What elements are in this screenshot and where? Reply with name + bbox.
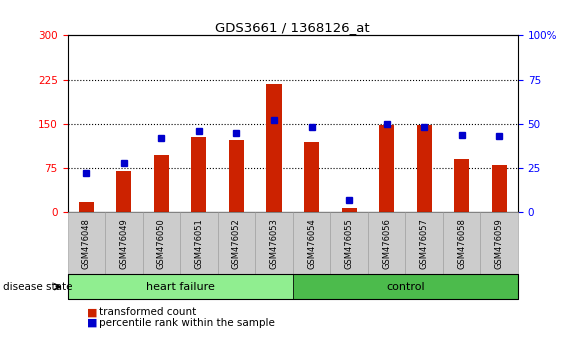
Text: GSM476048: GSM476048: [82, 218, 91, 269]
Text: GSM476054: GSM476054: [307, 218, 316, 269]
Bar: [117, 171, 131, 212]
Text: GSM476053: GSM476053: [270, 218, 279, 269]
Title: GDS3661 / 1368126_at: GDS3661 / 1368126_at: [216, 21, 370, 34]
Text: GSM476056: GSM476056: [382, 218, 391, 269]
Text: GSM476050: GSM476050: [157, 218, 166, 269]
Text: GSM476049: GSM476049: [119, 218, 128, 269]
Bar: [454, 159, 469, 212]
Bar: [79, 202, 94, 212]
Bar: [417, 125, 432, 212]
Text: control: control: [386, 282, 425, 292]
Text: GSM476059: GSM476059: [495, 218, 504, 269]
Bar: [191, 137, 207, 212]
Text: percentile rank within the sample: percentile rank within the sample: [99, 318, 274, 328]
Text: GSM476058: GSM476058: [457, 218, 466, 269]
Bar: [266, 84, 282, 212]
Text: GSM476055: GSM476055: [345, 218, 354, 269]
Bar: [229, 141, 244, 212]
Text: GSM476052: GSM476052: [232, 218, 241, 269]
Bar: [491, 165, 507, 212]
Bar: [304, 142, 319, 212]
Text: GSM476051: GSM476051: [194, 218, 203, 269]
Text: disease state: disease state: [3, 282, 72, 292]
Bar: [154, 155, 169, 212]
Text: heart failure: heart failure: [146, 282, 215, 292]
Bar: [379, 125, 394, 212]
Text: transformed count: transformed count: [99, 307, 196, 317]
Text: GSM476057: GSM476057: [419, 218, 428, 269]
Text: ■: ■: [87, 318, 98, 328]
Bar: [342, 208, 356, 212]
Text: ■: ■: [87, 307, 98, 317]
